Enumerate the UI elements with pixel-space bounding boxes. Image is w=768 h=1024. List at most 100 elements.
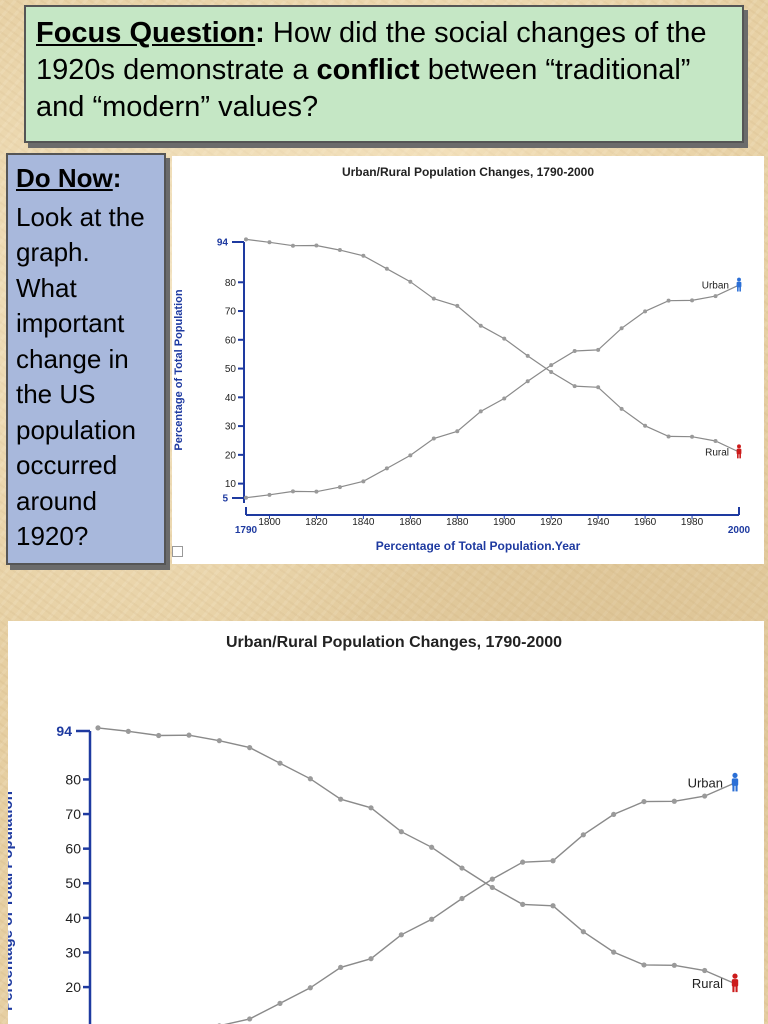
- x-tick-label-1800: 1800: [258, 517, 281, 528]
- urban-rural-chart-small: Urban/Rural Population Changes, 1790-200…: [173, 165, 751, 553]
- data-point-rural-1930: [520, 901, 526, 907]
- urban-person-icon-leg-left: [737, 287, 739, 292]
- y-axis-label: Percentage of Total Population: [173, 289, 185, 450]
- data-point-urban-1790: [244, 495, 248, 500]
- data-point-urban-1850: [277, 1000, 283, 1006]
- chart-title: Urban/Rural Population Changes, 1790-200…: [342, 165, 594, 179]
- data-point-rural-1880: [455, 303, 460, 308]
- urban-person-icon-leg-right: [739, 287, 741, 292]
- data-point-rural-1940: [550, 903, 556, 909]
- do-now-label: Do Now: [16, 163, 113, 193]
- data-point-urban-1980: [671, 798, 677, 804]
- x-tick-label-1920: 1920: [540, 517, 563, 528]
- data-point-rural-1830: [337, 248, 342, 253]
- do-now-box: Do Now: Look at the graph. What importan…: [6, 153, 166, 565]
- y-tick-label-10: 10: [225, 479, 237, 490]
- x-tick-label-1820: 1820: [305, 517, 328, 528]
- data-point-rural-1980: [690, 434, 695, 439]
- do-now-colon: :: [112, 163, 122, 193]
- focus-question-text-1: How did the social changes of the 1920s …: [36, 17, 707, 86]
- urban-person-icon-leg-right: [735, 785, 738, 792]
- series-label-urban: Urban: [702, 281, 729, 292]
- data-point-urban-1950: [619, 326, 624, 331]
- data-point-rural-1840: [247, 745, 253, 751]
- rural-person-icon: [736, 444, 742, 459]
- rural-person-icon-leg-right: [739, 453, 741, 459]
- series-line-urban: [245, 284, 740, 499]
- data-point-urban-1930: [572, 349, 577, 354]
- data-point-rural-1850: [384, 266, 389, 271]
- data-point-rural-1970: [641, 962, 647, 968]
- data-point-urban-1870: [338, 964, 344, 970]
- data-point-urban-1860: [408, 453, 413, 458]
- chart-small-panel: Urban/Rural Population Changes, 1790-200…: [172, 156, 764, 564]
- data-point-urban-1820: [314, 489, 319, 494]
- data-point-rural-1850: [277, 760, 283, 766]
- y-tick-label-80: 80: [65, 771, 81, 787]
- data-point-rural-1860: [307, 776, 313, 782]
- focus-question-bold-word: conflict: [316, 54, 420, 86]
- urban-person-icon: [736, 277, 742, 292]
- urban-rural-chart-large: Urban/Rural Population Changes, 1790-200…: [8, 634, 739, 1024]
- data-point-rural-1960: [643, 423, 648, 428]
- data-point-rural-1960: [611, 949, 617, 955]
- urban-person-icon-head: [732, 772, 738, 779]
- y-axis-label: Percentage of Total Population: [8, 791, 16, 1011]
- x-tick-label-1960: 1960: [634, 517, 657, 528]
- urban-person-icon-body: [731, 778, 739, 786]
- rural-person-icon: [731, 973, 739, 993]
- data-point-urban-1860: [307, 985, 313, 991]
- data-point-rural-1970: [666, 434, 671, 439]
- data-point-urban-1850: [384, 466, 389, 471]
- data-point-rural-1990: [713, 439, 718, 444]
- chart-title: Urban/Rural Population Changes, 1790-200…: [226, 634, 562, 651]
- focus-question-box: Focus Question: How did the social chang…: [24, 5, 744, 143]
- rural-person-icon-head: [732, 973, 738, 979]
- data-point-rural-1800: [267, 240, 272, 245]
- series-line-rural: [245, 238, 740, 453]
- data-point-rural-1900: [429, 844, 435, 850]
- data-point-urban-1990: [702, 793, 708, 799]
- x-tick-label-1940: 1940: [587, 517, 610, 528]
- rural-person-icon-body: [731, 979, 739, 987]
- data-point-rural-1920: [549, 370, 554, 375]
- x-tick-label-1880: 1880: [446, 517, 469, 528]
- chart-large-panel: Urban/Rural Population Changes, 1790-200…: [8, 621, 764, 1024]
- x-tick-label-1840: 1840: [352, 517, 375, 528]
- data-point-urban-1920: [489, 876, 495, 882]
- data-point-rural-1910: [525, 353, 530, 358]
- urban-person-icon-head: [737, 277, 741, 282]
- rural-person-icon-body: [736, 448, 742, 455]
- data-point-rural-1980: [671, 962, 677, 968]
- image-resize-handle[interactable]: [172, 546, 183, 557]
- data-point-rural-1790: [244, 237, 248, 242]
- urban-person-icon: [731, 772, 739, 792]
- series-label-rural: Rural: [692, 976, 723, 991]
- data-point-rural-1790: [95, 725, 101, 731]
- data-point-rural-1890: [398, 829, 404, 835]
- data-point-rural-1810: [156, 732, 162, 739]
- data-point-urban-1910: [525, 379, 530, 384]
- data-point-rural-1830: [216, 738, 222, 744]
- urban-person-icon-leg-left: [732, 785, 735, 792]
- data-point-rural-1810: [290, 243, 295, 248]
- data-point-rural-1950: [619, 406, 624, 411]
- data-point-urban-1950: [580, 832, 586, 838]
- data-point-rural-1990: [702, 967, 708, 974]
- data-point-rural-1860: [408, 279, 413, 284]
- data-point-rural-1820: [314, 243, 319, 248]
- x-tick-label-2000: 2000: [728, 525, 751, 536]
- data-point-urban-1960: [611, 811, 617, 818]
- data-point-urban-1940: [550, 858, 556, 864]
- data-point-urban-1840: [247, 1016, 253, 1022]
- x-axis-label: Percentage of Total Population.Year: [376, 539, 581, 553]
- data-point-urban-1940: [596, 347, 601, 352]
- data-point-urban-1890: [398, 932, 404, 938]
- data-point-urban-1880: [368, 956, 374, 962]
- do-now-text: Look at the graph. What important change…: [16, 201, 145, 552]
- data-point-urban-1970: [666, 298, 671, 303]
- y-tick-label-20: 20: [225, 450, 237, 461]
- x-tick-label-1980: 1980: [681, 517, 704, 528]
- y-tick-label-94: 94: [56, 723, 72, 739]
- data-point-rural-1950: [580, 929, 586, 935]
